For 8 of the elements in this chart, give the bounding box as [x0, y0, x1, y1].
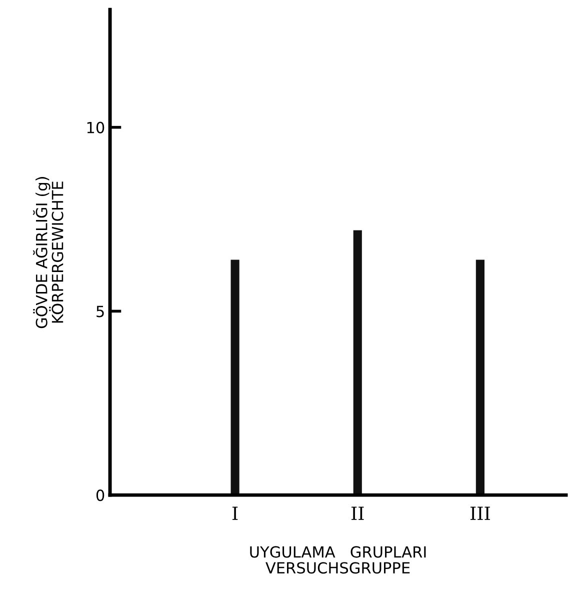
y-tick-label: 5 — [96, 306, 104, 318]
y-tick-label: 10 — [87, 122, 104, 134]
y-tick-label: 0 — [96, 490, 104, 502]
x-tick-label: II — [351, 506, 364, 520]
x-tick-label: III — [470, 506, 490, 520]
x-axis-title: UYGULAMA GRUPLARI VERSUCHSGRUPPE — [250, 546, 426, 574]
y-axis-title: GÖVDE AĞIRLIĞI (g) KÖRPERGEWICHTE — [32, 177, 64, 328]
x-tick-label: I — [232, 506, 238, 520]
